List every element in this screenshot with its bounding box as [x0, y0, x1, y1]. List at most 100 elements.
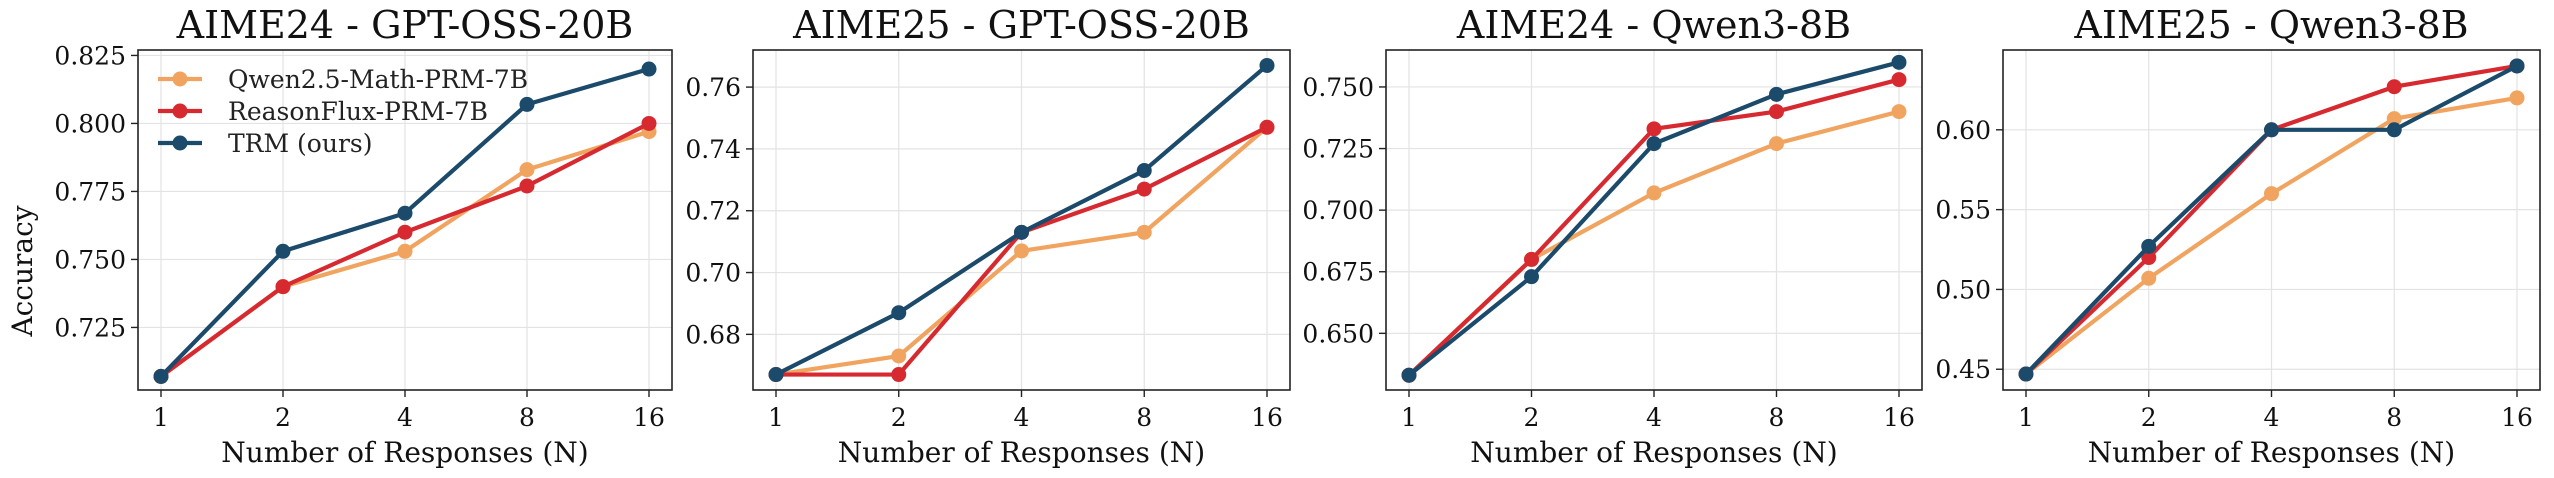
data-point — [1891, 104, 1907, 120]
y-tick-label: 0.725 — [1302, 135, 1374, 164]
x-tick-label: 2 — [1524, 403, 1540, 432]
y-tick-label: 0.725 — [54, 313, 126, 342]
x-tick-label: 16 — [1251, 403, 1283, 432]
chart-title: AIME24 - Qwen3-8B — [1456, 3, 1851, 47]
legend-label: ReasonFlux-PRM-7B — [228, 97, 488, 126]
chart-panel-3: 1 2 4 8 16 0.650 0.675 0.700 0.725 0.750 AIME24 - … — [1302, 3, 1923, 469]
y-tick-label: 0.68 — [685, 320, 741, 349]
x-tick-label: 8 — [519, 403, 535, 432]
x-tick-label: 1 — [153, 403, 169, 432]
data-point — [1769, 86, 1784, 102]
x-axis-label: Number of Responses (N) — [1470, 436, 1837, 469]
data-point — [2386, 111, 2402, 127]
y-tick-label: 0.70 — [685, 259, 741, 288]
y-tick-label: 0.650 — [1302, 319, 1374, 348]
x-tick-label: 4 — [1014, 403, 1030, 432]
x-tick-label: 4 — [2264, 403, 2280, 432]
data-point — [1524, 269, 1539, 285]
data-point — [2264, 186, 2279, 202]
legend-marker — [172, 135, 188, 151]
legend-label: TRM (ours) — [228, 129, 372, 158]
data-point — [1401, 367, 1417, 383]
data-point — [519, 96, 535, 112]
chart-title: AIME25 - GPT-OSS-20B — [792, 3, 1250, 47]
data-point — [1136, 224, 1152, 240]
legend: Qwen2.5-Math-PRM-7B ReasonFlux-PRM-7B TRM … — [158, 65, 528, 158]
x-axis-label: Number of Responses (N) — [221, 436, 588, 469]
x-tick-label: 8 — [2386, 403, 2402, 432]
x-tick-label: 2 — [275, 403, 291, 432]
data-point — [1769, 136, 1784, 152]
x-tick-label: 2 — [891, 403, 907, 432]
chart-panel-4: 1 2 4 8 16 0.45 0.50 0.55 0.60 AIME25 - Qwen3-8B N… — [1935, 3, 2541, 469]
y-tick-label: 0.72 — [685, 197, 741, 226]
data-point — [153, 368, 169, 384]
legend-marker — [172, 103, 188, 119]
y-tick-label: 0.50 — [1935, 275, 1991, 304]
y-axis-label: Accuracy — [6, 205, 39, 337]
data-point — [397, 224, 413, 240]
data-point — [641, 61, 657, 77]
data-point — [397, 243, 413, 259]
y-tick-label: 0.700 — [1302, 196, 1374, 225]
data-point — [2018, 366, 2034, 382]
data-point — [1646, 121, 1662, 137]
data-point — [1646, 185, 1662, 201]
x-axis-label: Number of Responses (N) — [838, 436, 1205, 469]
y-tick-label: 0.675 — [1302, 258, 1374, 287]
x-tick-label: 4 — [397, 403, 413, 432]
x-tick-label: 2 — [2141, 403, 2157, 432]
legend-label: Qwen2.5-Math-PRM-7B — [228, 65, 528, 94]
data-point — [275, 279, 291, 295]
y-tick-label: 0.750 — [54, 245, 126, 274]
data-point — [1524, 251, 1539, 267]
x-tick-label: 16 — [1883, 403, 1915, 432]
data-point — [891, 305, 907, 321]
data-point — [519, 162, 535, 178]
y-tick-label: 0.60 — [1935, 116, 1991, 145]
chart-panel-1: 1 2 4 8 16 0.725 0.750 0.775 0.800 0.825 AIME24 - … — [54, 3, 673, 469]
x-tick-label: 8 — [1769, 403, 1785, 432]
data-point — [1014, 224, 1029, 240]
y-tick-label: 0.775 — [54, 177, 126, 206]
data-point — [1891, 72, 1907, 88]
data-point — [1259, 57, 1275, 73]
x-tick-label: 16 — [2501, 403, 2533, 432]
x-tick-label: 1 — [2018, 403, 2034, 432]
data-point — [2509, 90, 2525, 106]
y-tick-label: 0.825 — [54, 41, 126, 70]
y-tick-label: 0.74 — [685, 135, 741, 164]
y-tick-label: 0.45 — [1935, 355, 1991, 384]
y-tick-label: 0.750 — [1302, 73, 1374, 102]
data-point — [1014, 243, 1029, 259]
data-point — [2386, 79, 2402, 95]
data-point — [1136, 181, 1152, 197]
data-point — [397, 205, 413, 221]
data-point — [1136, 163, 1152, 179]
x-tick-label: 8 — [1136, 403, 1152, 432]
data-point — [1769, 104, 1784, 120]
x-tick-label: 1 — [768, 403, 784, 432]
data-point — [519, 178, 535, 194]
chart-title: AIME25 - Qwen3-8B — [2073, 3, 2468, 47]
data-point — [2509, 58, 2525, 74]
data-point — [891, 348, 907, 364]
data-point — [2141, 250, 2157, 266]
y-tick-label: 0.76 — [685, 73, 741, 102]
x-tick-label: 4 — [1646, 403, 1662, 432]
data-point — [891, 367, 907, 383]
x-tick-label: 16 — [633, 403, 665, 432]
y-tick-label: 0.800 — [54, 109, 126, 138]
x-tick-label: 1 — [1401, 403, 1417, 432]
data-point — [275, 243, 291, 259]
data-point — [641, 115, 657, 131]
data-point — [2264, 122, 2279, 138]
data-point — [2141, 238, 2157, 254]
data-point — [2141, 270, 2157, 286]
data-point — [768, 367, 784, 383]
data-point — [1646, 136, 1662, 152]
chart-panel-2: 1 2 4 8 16 0.68 0.70 0.72 0.74 0.76 AIME25 - GPT-O… — [685, 3, 1291, 469]
data-point — [1891, 54, 1907, 70]
y-tick-label: 0.55 — [1935, 196, 1991, 225]
